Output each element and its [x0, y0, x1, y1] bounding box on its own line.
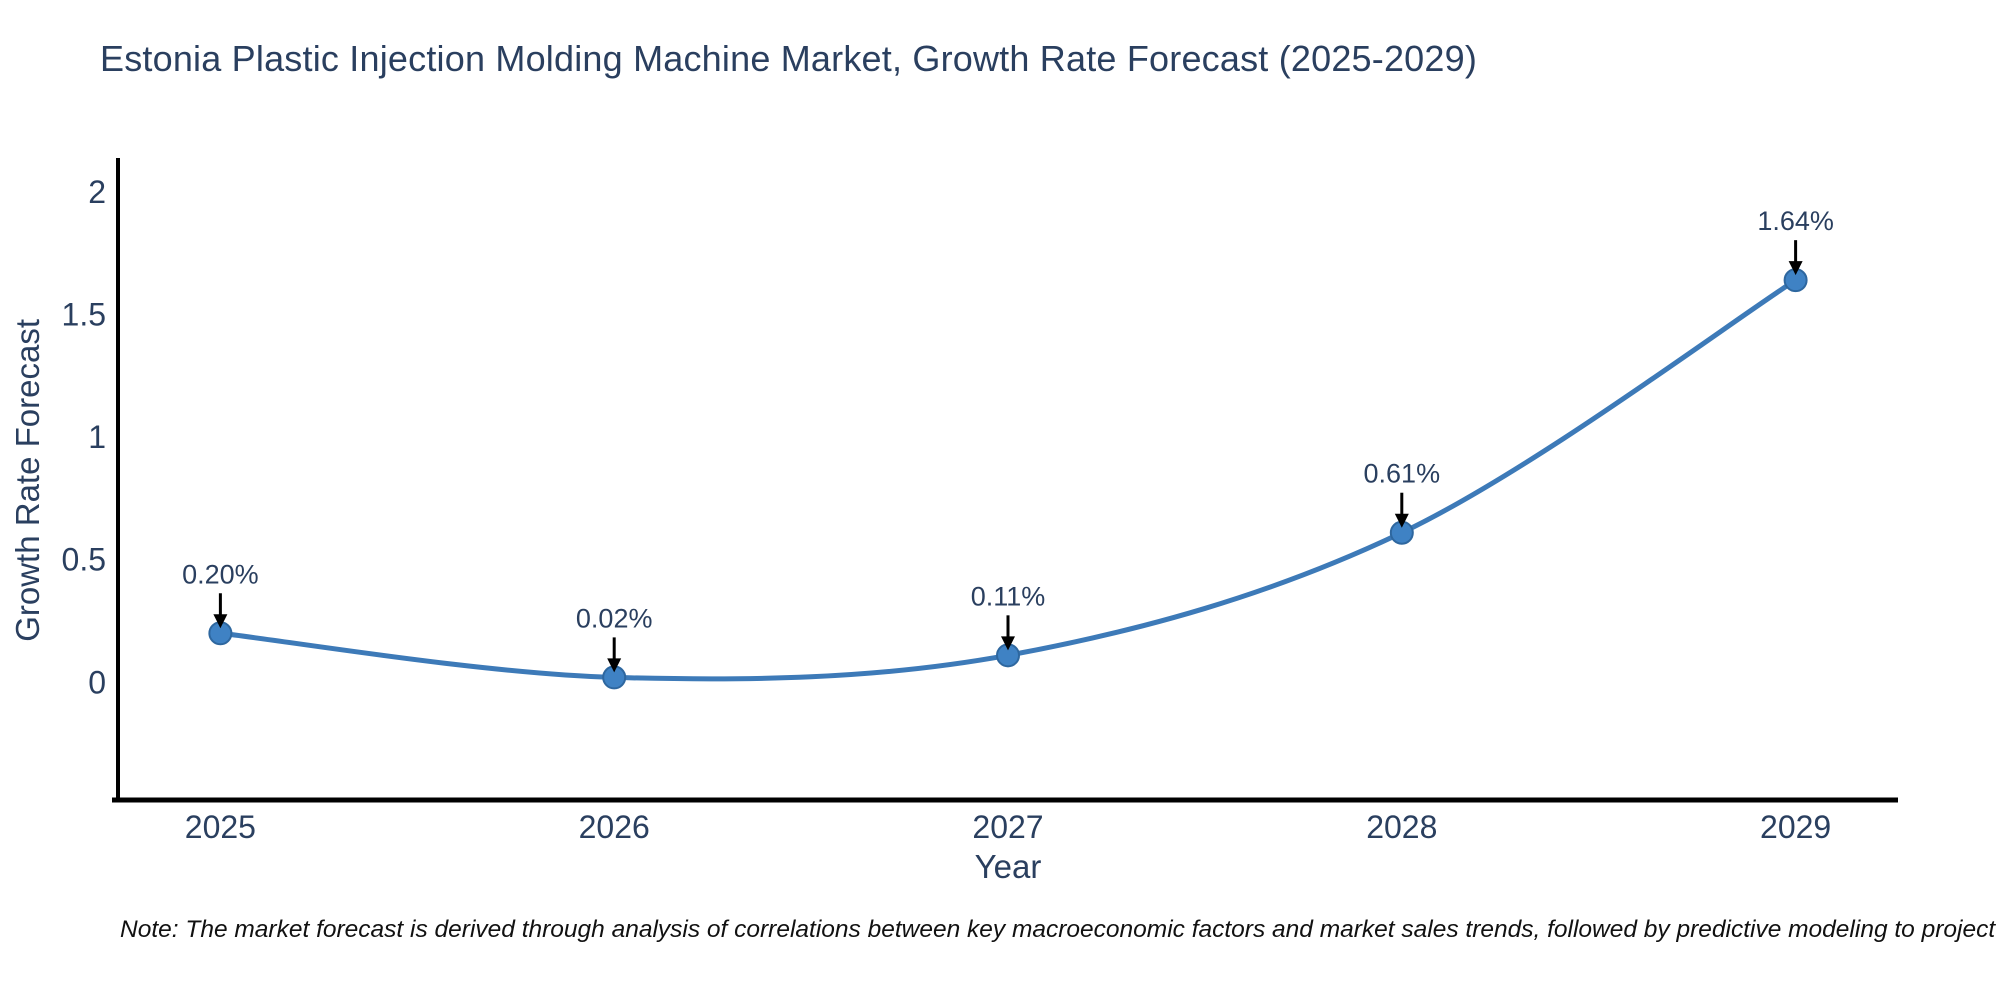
y-tick-label: 0 [88, 664, 106, 700]
annotation-arrow-head [213, 614, 228, 629]
footnote: Note: The market forecast is derived thr… [120, 916, 2000, 943]
annotation-arrow-head [1394, 513, 1409, 528]
y-axis-title-text: Growth Rate Forecast [9, 318, 46, 642]
x-tick-label: 2027 [972, 809, 1043, 845]
x-axis-title: Year [974, 848, 1042, 885]
y-tick-label: 1.5 [62, 296, 106, 332]
x-tick-label: 2029 [1760, 809, 1831, 845]
y-tick-label: 1 [88, 419, 106, 455]
chart-title: Estonia Plastic Injection Molding Machin… [100, 38, 1478, 79]
y-axis-title: Growth Rate Forecast [4, 160, 52, 800]
point-value-label: 0.11% [971, 581, 1046, 611]
point-value-label: 0.02% [576, 603, 653, 633]
y-tick-label: 2 [88, 174, 106, 210]
point-value-label: 0.20% [182, 559, 259, 589]
x-tick-label: 2026 [579, 809, 650, 845]
annotation-arrow-head [607, 658, 622, 673]
x-tick-label: 2028 [1366, 809, 1437, 845]
annotation-arrow-head [1788, 261, 1803, 276]
annotation-arrow-head [1001, 636, 1015, 651]
point-value-label: 0.61% [1364, 459, 1441, 489]
y-tick-label: 0.5 [62, 542, 106, 578]
x-tick-label: 2025 [185, 809, 256, 845]
point-value-label: 1.64% [1757, 206, 1834, 236]
